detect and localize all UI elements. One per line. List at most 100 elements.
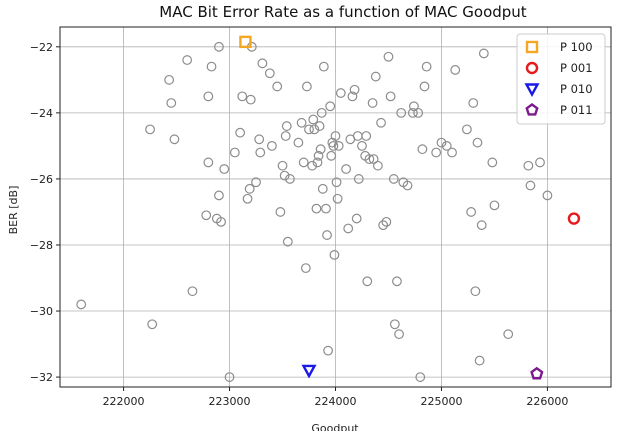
data-point [468,98,479,108]
data-point [323,345,333,356]
data-point [362,276,373,287]
legend-label: P 100 [560,40,593,54]
data-point [304,124,314,135]
data-point [242,193,253,204]
data-point [474,355,485,366]
data-point [224,372,235,382]
x-tick-label: 224000 [315,395,357,408]
data-point [503,329,514,340]
data-point [308,114,319,125]
y-axis-label: BER [dB] [7,186,20,235]
data-point [245,94,256,105]
y-tick-label: −26 [30,173,53,186]
data-point [293,137,304,148]
data-point [280,131,291,141]
data-point [329,249,340,260]
highlight-point [530,366,544,380]
data-point [203,157,214,168]
legend-label: P 010 [560,82,593,96]
data-point [314,121,325,131]
data-point [301,81,312,92]
data-point [164,74,175,85]
data-point [487,157,498,168]
data-point [235,127,246,138]
legend-marker [525,103,539,116]
legend-marker [525,61,539,75]
data-point [214,190,224,201]
data-point [372,160,383,171]
data-point [313,150,324,161]
data-point [296,117,307,128]
data-point [76,299,87,310]
legend-marker [524,83,540,97]
data-point [385,91,396,102]
data-point [147,319,158,330]
data-point [206,61,217,72]
data-point [203,91,214,102]
data-point [279,170,290,181]
data-point [312,157,323,168]
data-point [402,180,413,191]
data-point [364,154,375,165]
data-point [341,164,351,174]
data-point [244,183,255,194]
y-tick-label: −22 [30,41,53,54]
data-point [325,101,336,112]
legend-box [516,33,606,125]
x-tick-label: 223000 [209,395,251,408]
chart-title: MAC Bit Error Rate as a function of MAC … [159,3,526,21]
data-point [470,286,481,297]
y-tick-label: −30 [30,305,53,318]
data-point [214,41,224,52]
data-point [489,200,500,211]
y-tick-label: −24 [30,107,53,120]
data-point [330,131,341,141]
data-point [535,157,545,168]
data-point [376,117,386,128]
data-point [255,147,266,158]
data-point [413,107,424,118]
x-axis-label: Goodput [311,422,359,431]
highlight-point [567,212,581,225]
data-point [282,236,293,247]
data-point [396,107,407,118]
legend: P 100 P 001 P 010 P 011 [516,33,606,125]
data-point [349,84,360,95]
data-point [523,160,534,171]
data-point [461,124,472,135]
data-point [316,107,327,118]
legend-label: P 011 [560,103,593,117]
data-point [419,81,430,92]
data-points [76,35,581,382]
data-point [525,180,536,191]
grid-lines [60,27,611,387]
data-point [328,140,339,151]
axis-ticks: 222000 223000 224000 225000 226000 −22 −24 −26 −… [30,41,569,408]
data-point [187,286,198,297]
data-point [378,220,389,231]
legend-label: P 001 [560,61,593,75]
data-point [309,124,320,135]
data-point [237,91,248,102]
data-point [264,68,275,79]
data-point [219,164,230,174]
data-point [466,207,477,217]
data-point [367,98,378,108]
data-point [347,91,358,102]
data-point [436,137,447,148]
data-point [370,71,381,82]
data-point [353,174,364,184]
data-point [311,203,322,214]
data-point [169,134,180,145]
data-point [166,98,177,108]
data-point [381,216,392,227]
data-point [145,124,155,135]
data-point [285,174,295,184]
legend-marker [525,40,539,54]
data-point [326,150,337,161]
y-tick-label: −32 [30,371,53,384]
data-point [322,230,332,240]
data-point [216,216,226,227]
data-point [472,137,483,148]
data-point [182,55,193,65]
